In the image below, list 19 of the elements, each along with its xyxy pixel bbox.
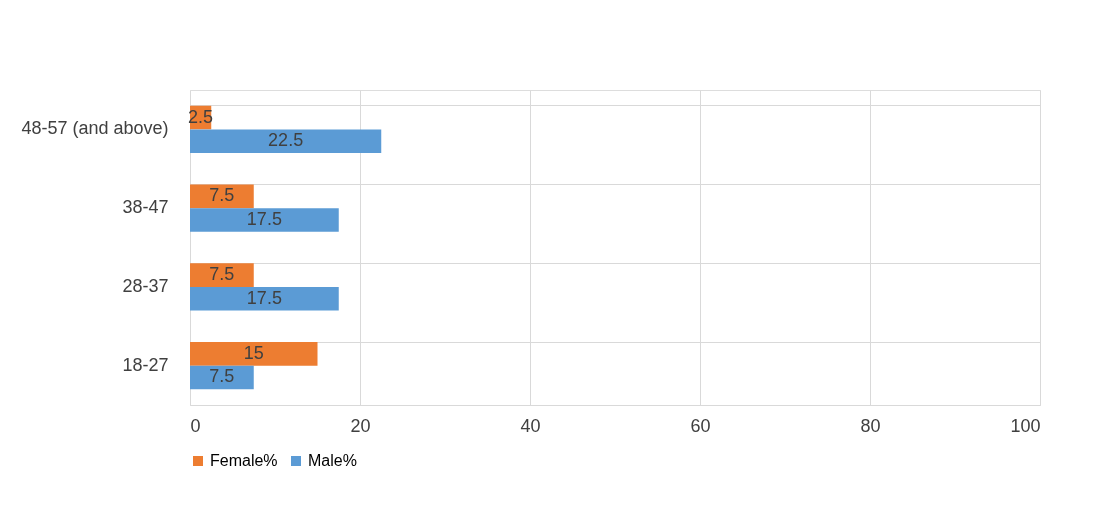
data-label: 7.5	[209, 366, 235, 387]
data-label: 17.5	[246, 208, 282, 229]
data-label: 7.5	[209, 264, 235, 285]
x-tick-label: 80	[860, 415, 881, 436]
y-tick-label: 18-27	[122, 354, 169, 375]
x-tick-label: 0	[190, 415, 201, 436]
y-tick-label: 38-47	[122, 197, 169, 218]
x-tick-label: 40	[520, 415, 541, 436]
x-tick-label: 20	[350, 415, 371, 436]
x-tick-label: 100	[1010, 415, 1041, 436]
y-tick-label: 48-57 (and above)	[21, 118, 169, 139]
x-tick-label: 60	[690, 415, 711, 436]
data-label: 22.5	[268, 130, 304, 151]
data-label: 17.5	[246, 287, 282, 308]
legend-label: Female%	[210, 452, 278, 469]
data-label: 7.5	[209, 185, 235, 206]
legend-label: Male%	[308, 452, 357, 469]
y-tick-label: 28-37	[122, 275, 169, 296]
data-label: 15	[243, 342, 264, 363]
